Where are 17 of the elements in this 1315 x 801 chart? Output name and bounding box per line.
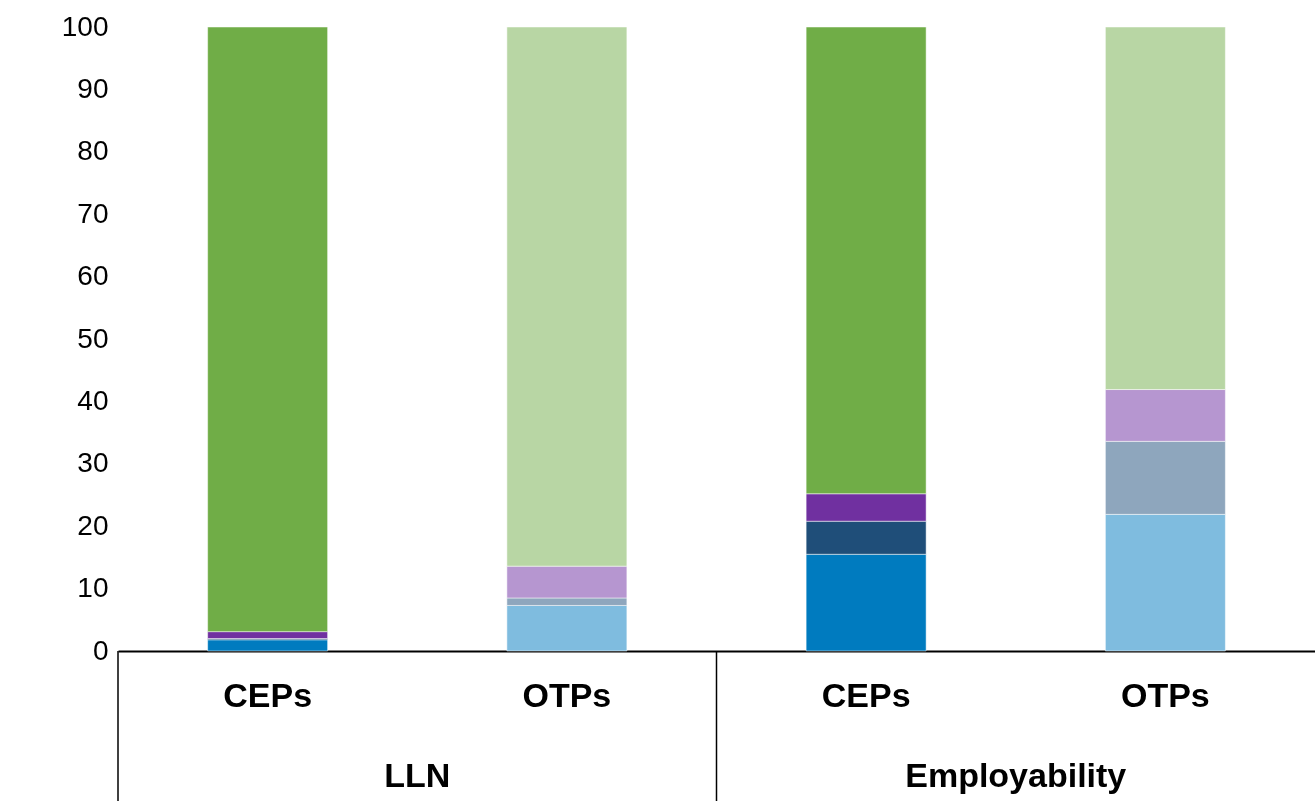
x-tick-label: CEPs	[223, 675, 313, 714]
text: LLN	[384, 756, 451, 794]
y-tick-label: 60	[77, 260, 109, 292]
y-tick-label: 30	[77, 447, 109, 479]
y-tick-label: 20	[77, 509, 109, 541]
text: Employability	[905, 756, 1127, 794]
y-tick-label: 80	[77, 135, 109, 167]
y-tick-label: 100	[61, 10, 109, 42]
x-tick-label: OTPs	[1120, 675, 1210, 714]
y-tick-label: 0	[92, 634, 109, 666]
y-tick-label: 40	[77, 384, 109, 416]
x-tick-label: CEPs	[821, 675, 911, 714]
y-tick-label: 50	[77, 322, 109, 354]
x-tick-label: OTPs	[522, 675, 612, 714]
y-tick-label: 10	[77, 572, 109, 604]
y-tick-label: 90	[77, 72, 109, 104]
y-tick-label: 70	[77, 197, 109, 229]
